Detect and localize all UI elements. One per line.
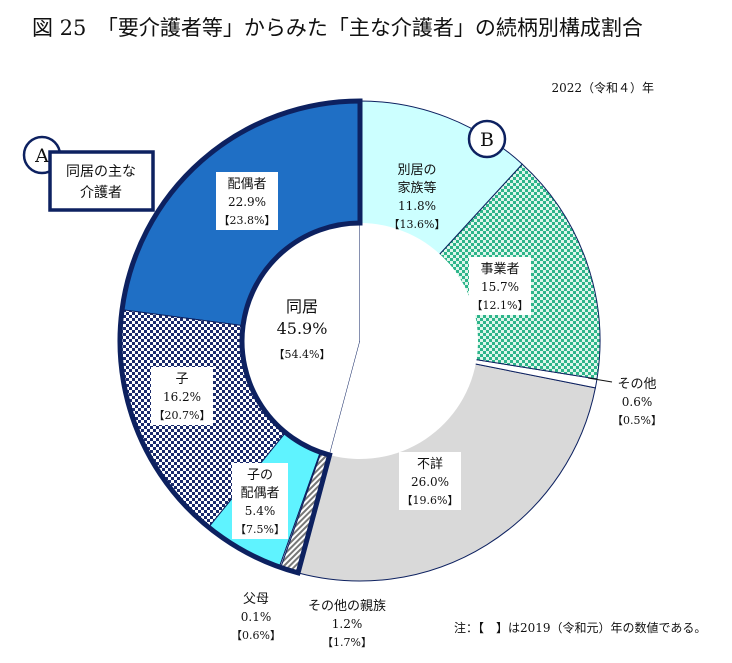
label-value-family-apart: 11.8% <box>398 199 436 213</box>
label-value-unknown: 26.0% <box>411 475 449 489</box>
label-prev-child: 【20.7%】 <box>154 409 211 422</box>
label-name-business: 事業者 <box>480 261 519 277</box>
label-box-unknown <box>399 452 461 510</box>
label-value-spouse: 22.9% <box>228 195 266 209</box>
label-box-business <box>469 257 531 315</box>
label-prev-family-apart: 【13.6%】 <box>389 218 446 231</box>
label-prev-unknown: 【19.6%】 <box>402 494 459 507</box>
group-outline-cohabiting <box>117 98 363 576</box>
label-value-parent: 0.1% <box>241 610 272 624</box>
callout-a-line2: 介護者 <box>80 185 122 201</box>
label-name-parent: 父母 <box>243 592 269 607</box>
callout-a-box <box>48 150 155 212</box>
label-box-spouse <box>216 172 278 230</box>
chart-title: 図 25 「要介護者等」からみた「主な介護者」の続柄別構成割合 <box>32 16 643 40</box>
label-prev-spouse: 【23.8%】 <box>219 214 276 227</box>
callout-b-badge: B <box>480 129 494 151</box>
label-prev-other-relatives: 【1.7%】 <box>322 636 372 649</box>
label-value-business: 15.7% <box>481 280 519 294</box>
label-name-unknown: 不詳 <box>417 456 443 472</box>
label-name-other: その他 <box>617 377 656 392</box>
center-value: 45.9% <box>277 319 328 338</box>
year-label: 2022（令和４）年 <box>551 81 654 95</box>
label-value-child-spouse: 5.4% <box>245 504 276 518</box>
label-name-child: 子 <box>175 372 188 387</box>
label-name-other-relatives: その他の親族 <box>308 598 386 614</box>
label-name-child-spouse: 子の <box>247 468 273 483</box>
label-prev-child-spouse: 【7.5%】 <box>235 523 285 536</box>
label-prev-parent: 【0.6%】 <box>231 629 281 642</box>
label-value-other: 0.6% <box>622 395 653 409</box>
label-prev-other: 【0.5%】 <box>612 414 662 427</box>
footnote: 注：【 】は2019（令和元）年の数値である。 <box>454 621 707 635</box>
label-prev-business: 【12.1%】 <box>472 299 529 312</box>
callout-a-line1: 同居の主な <box>66 164 136 180</box>
label-name-spouse: 配偶者 <box>227 177 266 192</box>
leader-line-other <box>587 377 613 383</box>
label-value-child: 16.2% <box>163 390 201 404</box>
donut-hole <box>329 223 478 459</box>
center-prev: 【54.4%】 <box>274 348 331 361</box>
callout-a-badge: A <box>34 145 49 167</box>
label-value-other-relatives: 1.2% <box>332 617 363 631</box>
callout-b-badge-circle <box>467 119 507 159</box>
center-title: 同居 <box>286 297 318 316</box>
label-box-child-spouse <box>232 463 288 539</box>
label-name-family-apart: 別居の <box>397 163 436 178</box>
label-box-child <box>151 367 213 425</box>
label-name-family-apart-1: 家族等 <box>397 180 436 196</box>
label-name-child-spouse-1: 配偶者 <box>240 486 279 501</box>
